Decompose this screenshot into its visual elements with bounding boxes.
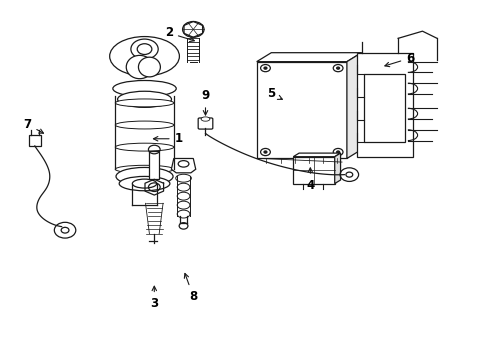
Bar (363, 74, 405, 142)
Ellipse shape (177, 210, 189, 218)
Ellipse shape (109, 37, 179, 76)
Ellipse shape (115, 143, 173, 151)
Text: 8: 8 (184, 274, 197, 303)
Polygon shape (346, 53, 361, 158)
Ellipse shape (116, 167, 173, 185)
Ellipse shape (117, 91, 171, 107)
FancyBboxPatch shape (198, 118, 212, 129)
Circle shape (264, 151, 266, 153)
Ellipse shape (119, 176, 169, 191)
Circle shape (264, 67, 266, 69)
Circle shape (336, 67, 339, 69)
Polygon shape (293, 153, 340, 157)
Text: 6: 6 (384, 51, 413, 67)
Text: 7: 7 (23, 118, 43, 133)
Ellipse shape (115, 99, 173, 107)
Bar (29, 135, 41, 146)
Ellipse shape (115, 165, 173, 173)
Circle shape (336, 151, 339, 153)
Polygon shape (171, 158, 195, 173)
Ellipse shape (175, 174, 191, 182)
Ellipse shape (201, 117, 209, 121)
Polygon shape (256, 62, 346, 158)
Text: 9: 9 (201, 89, 209, 115)
Ellipse shape (138, 57, 160, 77)
Text: 5: 5 (266, 87, 282, 100)
Ellipse shape (177, 192, 189, 200)
Bar (149, 150, 159, 179)
Text: 4: 4 (305, 168, 314, 192)
Text: 3: 3 (150, 286, 158, 310)
Bar (293, 157, 334, 184)
Ellipse shape (177, 201, 189, 209)
Ellipse shape (126, 55, 153, 79)
Ellipse shape (113, 81, 176, 96)
Ellipse shape (177, 183, 189, 191)
Text: 1: 1 (153, 132, 183, 145)
Text: 2: 2 (164, 27, 194, 41)
Polygon shape (334, 153, 340, 184)
Polygon shape (256, 53, 361, 62)
Ellipse shape (115, 121, 173, 129)
Bar (356, 53, 412, 157)
Ellipse shape (132, 179, 157, 188)
